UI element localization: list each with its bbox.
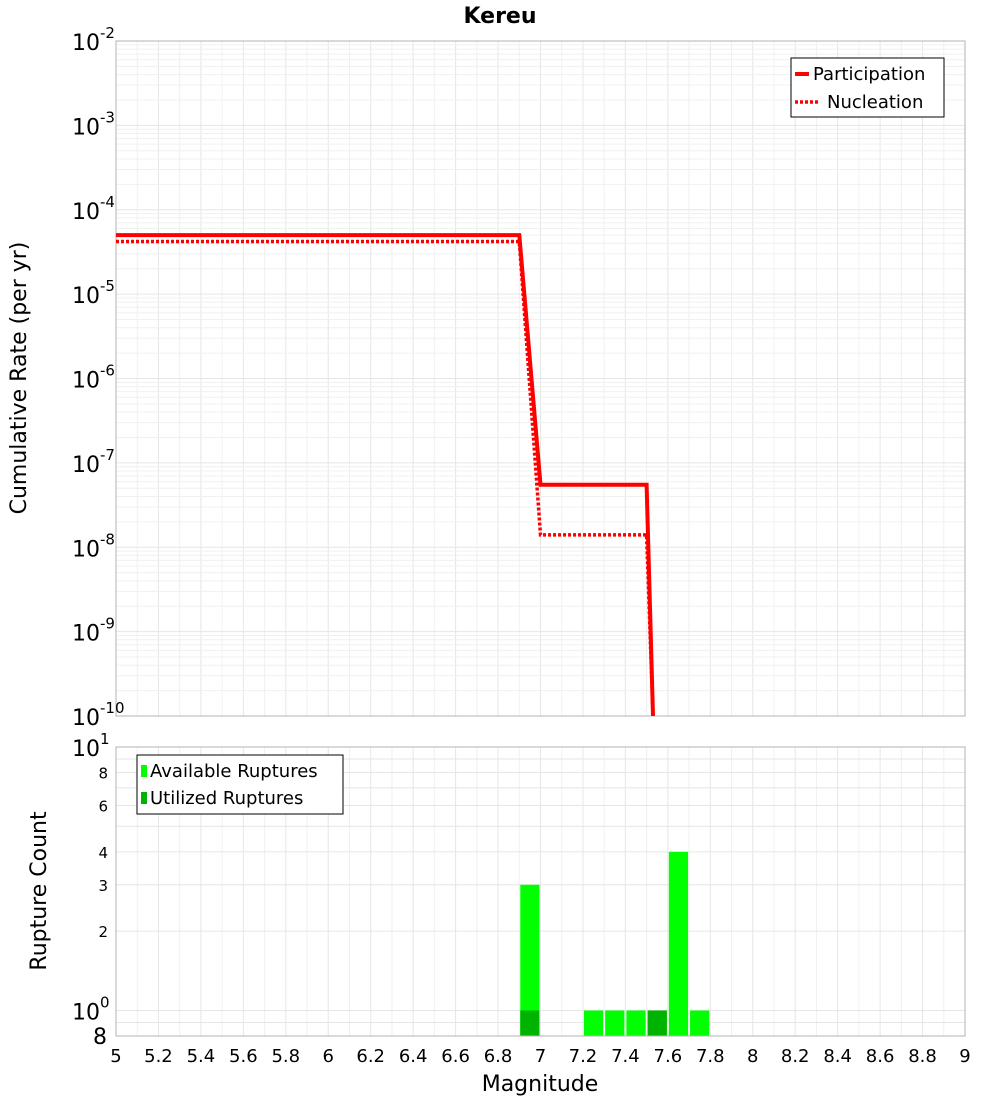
rate-y-tick-label: 10-9 — [72, 615, 115, 647]
bar-utilized-ruptures — [520, 1010, 540, 1036]
legend-label-nucleation: Nucleation — [827, 92, 923, 113]
x-tick-label: 5.4 — [187, 1046, 216, 1067]
x-tick-label: 6 — [323, 1046, 334, 1067]
x-tick-label: 6.6 — [441, 1046, 470, 1067]
count-plot-bars — [520, 851, 710, 1036]
count-y-minor-tick-label: 3 — [98, 877, 108, 895]
bar-available-ruptures — [520, 884, 540, 1036]
x-tick-label: 7.6 — [654, 1046, 683, 1067]
bar-available-ruptures — [690, 1010, 710, 1036]
rate-y-tick-label: 10-5 — [72, 277, 115, 309]
legend-label-available-ruptures: Available Ruptures — [150, 761, 318, 782]
count-y-minor-tick-label: 2 — [98, 923, 108, 941]
x-tick-label: 7.8 — [696, 1046, 725, 1067]
x-tick-label: 8.6 — [866, 1046, 895, 1067]
x-tick-label: 6.4 — [399, 1046, 428, 1067]
count-y-minor-tick-label: 8 — [98, 765, 108, 783]
count-plot-x-ticks: 5 5.2 5.4 5.6 5.8 6 6.2 6.4 6.6 6.8 7 7.2 7.4 7.6 7.8 8… — [110, 1046, 970, 1067]
x-tick-label: 9 — [959, 1046, 970, 1067]
x-axis-label: Magnitude — [482, 1072, 599, 1097]
rate-plot-panel: 10-2 10-3 10-4 10-5 10-6 10-7 10-8 10-9 10-10 Cu… — [7, 24, 966, 731]
rate-y-tick-label: 10-4 — [72, 193, 115, 225]
x-tick-label: 7.4 — [611, 1046, 640, 1067]
x-tick-label: 7 — [535, 1046, 546, 1067]
rate-y-tick-label: 10-10 — [72, 699, 125, 731]
rate-y-tick-label: 10-8 — [72, 530, 115, 562]
rate-y-tick-label: 10-7 — [72, 446, 115, 478]
bar-utilized-ruptures — [647, 1010, 667, 1036]
x-tick-label: 5.2 — [144, 1046, 173, 1067]
x-tick-label: 8.2 — [781, 1046, 810, 1067]
bar-available-ruptures — [583, 1010, 604, 1036]
bar-available-ruptures — [605, 1010, 625, 1036]
x-tick-label: 5.8 — [271, 1046, 300, 1067]
bar-available-ruptures — [668, 851, 689, 1036]
rate-plot-legend: Participation Nucleation — [790, 57, 945, 118]
legend-swatch-available-ruptures — [141, 765, 147, 777]
legend-label-participation: Participation — [813, 64, 925, 85]
rate-plot-grid — [115, 41, 966, 717]
count-legend-box — [136, 754, 344, 815]
legend-swatch-utilized-ruptures — [141, 792, 147, 804]
x-tick-label: 6.2 — [356, 1046, 385, 1067]
rate-plot-frame — [115, 40, 966, 717]
count-y-minor-tick-label: 4 — [98, 844, 108, 862]
series-line-nucleation — [116, 239, 655, 717]
count-plot-y-axis-label: Rupture Count — [27, 811, 52, 971]
count-plot-frame — [115, 746, 966, 1037]
count-plot-legend: Available Ruptures Utilized Ruptures — [136, 754, 344, 815]
count-y-minor-tick-label: 6 — [98, 797, 108, 815]
rate-y-tick-label: 10-6 — [72, 362, 115, 394]
bar-available-ruptures — [626, 1010, 646, 1036]
x-tick-label: 8.8 — [908, 1046, 937, 1067]
x-tick-label: 6.8 — [484, 1046, 513, 1067]
rate-legend-box — [790, 57, 945, 118]
rate-y-tick-label: 10-2 — [72, 24, 115, 56]
count-y-bottom-tick-label: 8 — [93, 1025, 107, 1050]
x-tick-label: 7.2 — [569, 1046, 598, 1067]
x-tick-label: 5 — [110, 1046, 121, 1067]
rate-plot-y-axis-label: Cumulative Rate (per yr) — [7, 242, 32, 515]
count-y-major-tick-label: 101 — [72, 730, 110, 762]
legend-label-utilized-ruptures: Utilized Ruptures — [150, 788, 303, 809]
rate-y-tick-label: 10-3 — [72, 108, 115, 140]
rate-plot-series — [116, 233, 655, 717]
x-tick-label: 8 — [747, 1046, 758, 1067]
x-tick-label: 5.6 — [229, 1046, 258, 1067]
x-tick-label: 8.4 — [823, 1046, 852, 1067]
rate-plot-y-ticks: 10-2 10-3 10-4 10-5 10-6 10-7 10-8 10-9 10-10 — [72, 24, 125, 731]
chart-title: Kereu — [463, 4, 536, 29]
count-y-major-tick-label: 100 — [72, 993, 110, 1025]
